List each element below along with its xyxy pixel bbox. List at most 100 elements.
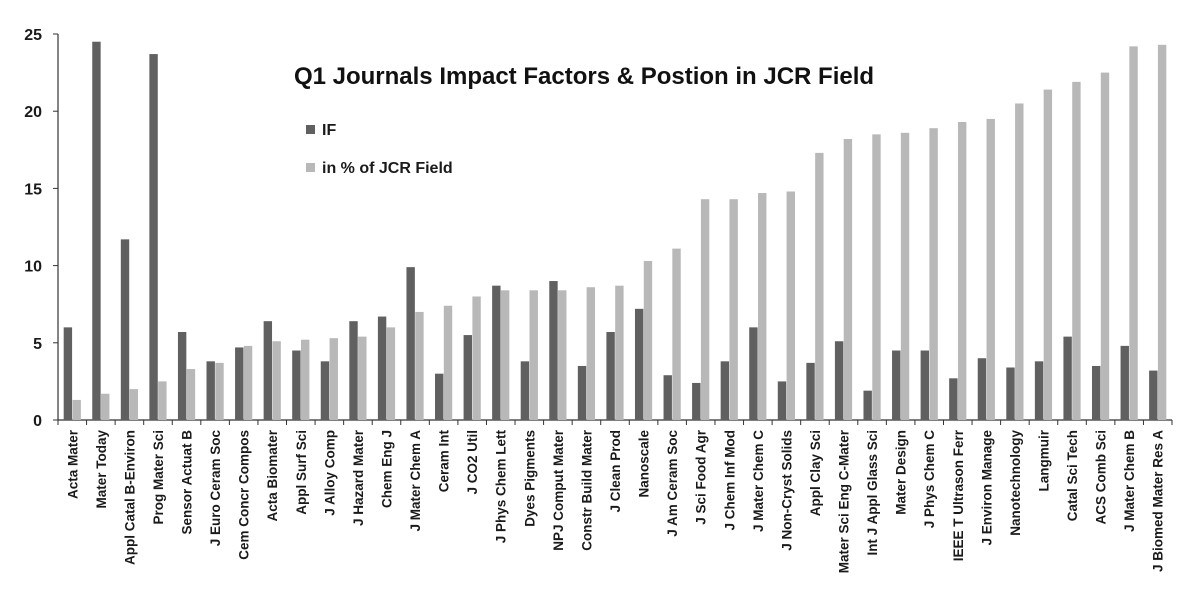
category-label: J Chem Inf Mod [722, 430, 737, 531]
bar-jcr-percent [643, 260, 653, 420]
category-label: Acta Biomater [265, 429, 280, 521]
category-label: Prog Mater Sci [151, 430, 166, 525]
category-label: Mater Sci Eng C-Mater [837, 429, 852, 573]
bar-if [1149, 370, 1158, 420]
bar-if [492, 285, 501, 420]
y-tick-label: 10 [24, 259, 42, 276]
category-label: J Mater Chem A [408, 430, 423, 532]
bar-if [977, 358, 987, 420]
bar-if [63, 327, 73, 420]
bar-if [634, 308, 644, 420]
category-label: Int J Appl Glass Sci [865, 430, 880, 556]
bar-if [806, 362, 815, 420]
bar-if [520, 361, 530, 420]
bar-jcr-percent [101, 393, 110, 420]
category-label: J Phys Chem C [922, 430, 937, 529]
category-label: Constr Build Mater [579, 429, 594, 551]
category-label: Nanoscale [637, 430, 652, 498]
category-label: J Phys Chem Lett [494, 429, 509, 543]
bar-jcr-percent [415, 311, 424, 420]
category-label: J Euro Ceram Soc [208, 430, 223, 547]
category-label: Cem Concr Compos [237, 430, 252, 560]
bar-if [1034, 361, 1044, 420]
category-label: Ceram Int [437, 430, 452, 493]
bar-if [834, 341, 844, 420]
bar-if [177, 331, 187, 420]
category-label: J Non-Cryst Solids [779, 430, 794, 551]
bar-jcr-percent [500, 290, 510, 420]
y-tick-label: 20 [24, 104, 42, 121]
bar-jcr-percent [672, 248, 681, 420]
bar-jcr-percent [1129, 46, 1138, 421]
bar-if [692, 382, 701, 420]
bar-jcr-percent [215, 362, 224, 420]
category-labels: Acta Mater Mater Today Appl Catal B-Enviro… [65, 429, 1165, 573]
bar-jcr-percent [529, 290, 538, 420]
bar-if [406, 267, 415, 420]
bar-if [92, 41, 101, 420]
chart-title: Q1 Journals Impact Factors & Postion in … [294, 63, 874, 90]
category-label: Nanotechnology [1008, 430, 1023, 536]
bar-if [320, 361, 330, 420]
category-label: IEEE T Ultrason Ferr [951, 429, 966, 561]
bar-if [1006, 367, 1015, 420]
bar-jcr-percent [386, 327, 396, 420]
bar-jcr-percent [443, 305, 453, 420]
bar-jcr-percent [900, 132, 910, 421]
bar-if [777, 381, 787, 420]
category-label: J Mater Chem C [751, 430, 766, 532]
y-tick-labels: 0 5 10 15 20 25 [24, 27, 58, 430]
y-tick-label: 15 [24, 181, 42, 198]
bar-jcr-percent [929, 128, 938, 420]
y-tick-label: 5 [33, 336, 42, 353]
bar-jcr-percent [186, 369, 196, 420]
bar-jcr-percent [758, 193, 767, 420]
legend-swatch [306, 163, 315, 172]
bar-if [292, 350, 301, 420]
category-label: Catal Sci Tech [1065, 430, 1080, 521]
bar-if [577, 365, 587, 420]
bars [63, 41, 1167, 421]
category-label: Mater Today [94, 430, 109, 509]
bar-if [263, 321, 273, 420]
category-label: Dyes Pigments [522, 430, 537, 527]
category-label: J Alloy Comp [322, 430, 337, 516]
bar-jcr-percent [1100, 72, 1110, 420]
category-label: J CO2 Util [465, 430, 480, 495]
bar-jcr-percent [615, 285, 624, 420]
bar-if [863, 390, 872, 420]
bar-if [949, 378, 958, 420]
category-label: Appl Surf Sci [294, 430, 309, 515]
category-label: J Hazard Mater [351, 429, 366, 526]
bar-if [206, 361, 215, 420]
bar-jcr-percent [158, 381, 167, 420]
axis-layer [57, 34, 1173, 425]
bar-if [720, 361, 730, 420]
category-label: Sensor Actuat B [180, 430, 195, 535]
bar-if [235, 347, 244, 420]
category-label: Appl Clay Sci [808, 430, 823, 516]
bar-if [920, 350, 930, 420]
category-label: J Mater Chem B [1122, 430, 1137, 532]
bar-if [663, 375, 672, 420]
category-label: J Sci Food Agr [694, 429, 709, 525]
bar-jcr-percent [272, 341, 281, 420]
y-tick-label: 0 [33, 413, 42, 430]
bar-if [149, 54, 158, 421]
bar-if [435, 373, 444, 420]
bar-jcr-percent [243, 345, 253, 420]
bar-jcr-percent [300, 339, 310, 420]
bar-jcr-percent [558, 290, 567, 420]
bar-jcr-percent [586, 287, 596, 420]
bar-jcr-percent [843, 138, 853, 420]
bar-jcr-percent [472, 296, 481, 420]
bar-if [1091, 365, 1101, 420]
bar-if [1063, 336, 1072, 420]
bar-jcr-percent [957, 122, 967, 421]
category-label: J Biomed Mater Res A [1151, 430, 1166, 572]
category-label: Acta Mater [65, 429, 80, 499]
bar-jcr-percent [1043, 89, 1053, 421]
category-label: J Am Ceram Soc [665, 430, 680, 537]
bar-jcr-percent [986, 118, 995, 421]
